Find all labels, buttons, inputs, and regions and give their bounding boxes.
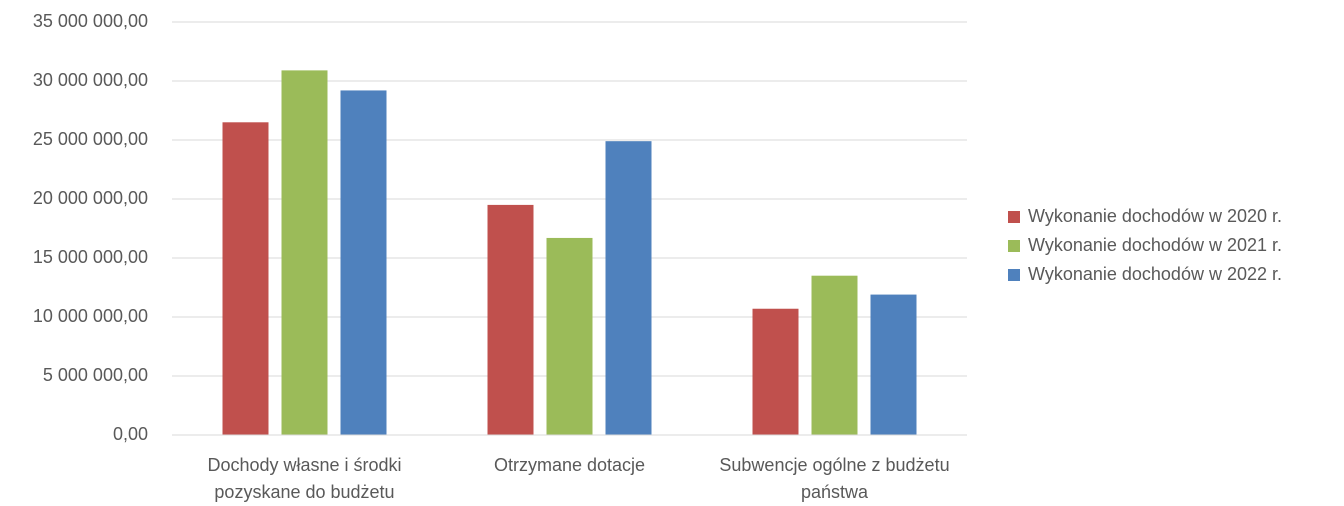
bar [870, 294, 917, 435]
bar [752, 308, 799, 435]
bar [281, 70, 328, 435]
y-tick-label: 5 000 000,00 [43, 365, 148, 385]
x-tick-label: Subwencje ogólne z budżetu państwa [719, 455, 950, 502]
bar [605, 141, 652, 435]
y-tick-label: 15 000 000,00 [33, 247, 148, 267]
bar [340, 90, 387, 435]
x-tick-label: Otrzymane dotacje [493, 455, 646, 475]
y-tick-label: 10 000 000,00 [33, 306, 148, 326]
y-tick-label: 20 000 000,00 [33, 188, 148, 208]
legend-label: Wykonanie dochodów w 2022 r. [1028, 264, 1282, 284]
legend-swatch [1008, 269, 1020, 281]
bar [487, 204, 534, 435]
y-tick-label: 0,00 [113, 424, 148, 444]
y-tick-label: 35 000 000,00 [33, 11, 148, 31]
y-tick-label: 30 000 000,00 [33, 70, 148, 90]
legend-label: Wykonanie dochodów w 2021 r. [1028, 235, 1282, 255]
bar [546, 237, 593, 435]
legend-label: Wykonanie dochodów w 2020 r. [1028, 206, 1282, 226]
y-tick-label: 25 000 000,00 [33, 129, 148, 149]
bar [222, 122, 269, 436]
legend-swatch [1008, 211, 1020, 223]
legend-swatch [1008, 240, 1020, 252]
bar [811, 275, 858, 435]
x-tick-label: Dochody własne i środki pozyskane do bud… [207, 455, 402, 502]
